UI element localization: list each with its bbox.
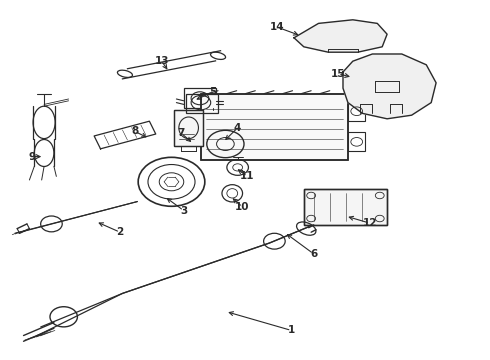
Text: 7: 7 (177, 128, 185, 138)
Bar (186, 94, 218, 113)
Text: 15: 15 (331, 69, 345, 79)
Text: 14: 14 (270, 22, 284, 32)
Text: 13: 13 (154, 56, 169, 66)
Bar (201, 94, 348, 160)
Bar (176, 129, 197, 144)
Text: 12: 12 (363, 218, 377, 228)
Text: 3: 3 (180, 206, 187, 216)
Bar (174, 110, 203, 146)
Text: 11: 11 (240, 171, 255, 181)
Text: 5: 5 (210, 87, 217, 97)
Bar (348, 132, 365, 151)
Polygon shape (343, 54, 436, 119)
Text: 6: 6 (310, 249, 317, 259)
Bar (201, 94, 348, 160)
Bar (348, 102, 365, 121)
Text: 8: 8 (131, 126, 138, 136)
Bar (184, 88, 216, 108)
Text: 4: 4 (234, 123, 242, 133)
Text: 10: 10 (235, 202, 250, 212)
Text: 1: 1 (288, 325, 295, 336)
Bar (304, 189, 387, 225)
Text: 2: 2 (117, 227, 123, 237)
Polygon shape (294, 20, 387, 52)
Bar (304, 189, 387, 225)
Text: 9: 9 (28, 152, 35, 162)
Bar (174, 110, 203, 146)
